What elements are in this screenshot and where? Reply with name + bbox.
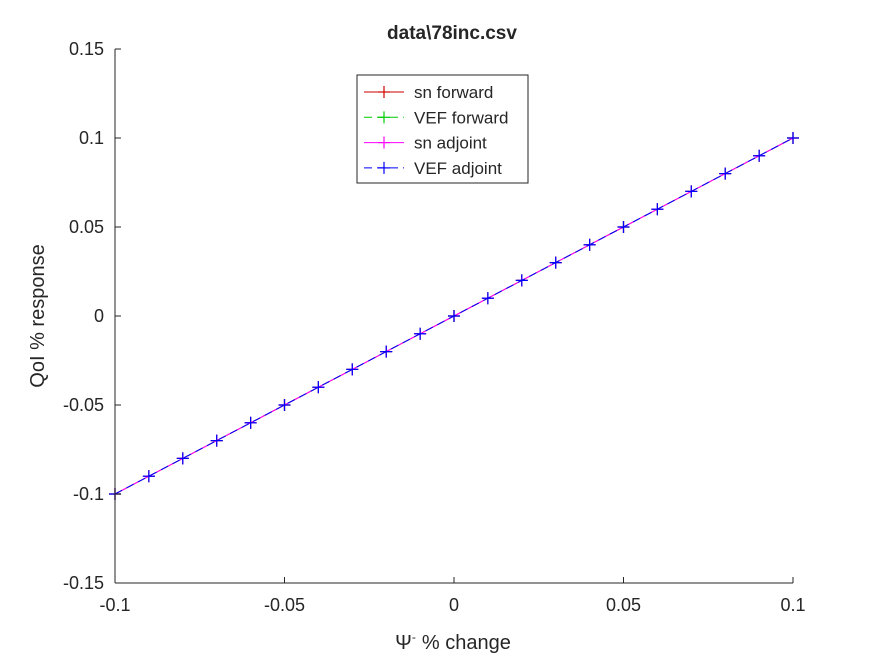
y-ticks: -0.15 -0.1 -0.05 0 0.05 0.1 0.15 xyxy=(63,39,121,593)
data-point-vef-adjoint xyxy=(176,452,189,465)
legend-swatch-marker xyxy=(378,111,390,124)
x-axis-label-text: % change xyxy=(422,632,511,654)
legend-swatch-marker xyxy=(378,161,390,174)
legend-label: VEF adjoint xyxy=(414,159,502,178)
data-point-vef-adjoint xyxy=(515,274,528,287)
y-tick-label: 0.05 xyxy=(69,217,104,237)
data-point-vef-adjoint xyxy=(685,185,698,198)
data-point-vef-adjoint xyxy=(549,256,562,269)
data-point-vef-adjoint xyxy=(481,292,494,305)
data-point-vef-adjoint xyxy=(787,132,799,144)
data-point-vef-adjoint xyxy=(244,416,257,429)
legend-item-vef-forward: VEF forward xyxy=(364,108,508,127)
x-ticks: -0.1 -0.05 0 0.05 0.1 xyxy=(99,577,806,615)
legend-box xyxy=(356,74,529,184)
y-tick-label: -0.15 xyxy=(63,573,104,593)
legend-label: sn adjoint xyxy=(414,134,487,153)
y-tick-label: 0 xyxy=(94,306,104,326)
legend-item-vef-adjoint: VEF adjoint xyxy=(364,159,502,178)
data-point-vef-adjoint xyxy=(448,310,460,322)
x-tick-label: 0.1 xyxy=(780,595,805,615)
legend: sn forward VEF forward sn adjoint VEF adjoi… xyxy=(356,74,529,184)
legend-label: sn forward xyxy=(414,83,493,102)
y-tick-label: -0.05 xyxy=(63,395,104,415)
x-axis-label-superscript: - xyxy=(412,630,416,644)
legend-label: VEF forward xyxy=(414,108,508,127)
legend-swatch-marker xyxy=(378,136,390,149)
y-tick-label: -0.1 xyxy=(73,484,104,504)
data-point-vef-adjoint xyxy=(414,327,427,340)
x-tick-label: 0.05 xyxy=(606,595,641,615)
y-tick-label: 0.15 xyxy=(69,39,104,59)
data-point-vef-adjoint xyxy=(719,167,732,180)
data-point-vef-adjoint xyxy=(312,381,325,394)
data-point-vef-adjoint xyxy=(753,149,766,162)
data-point-vef-adjoint xyxy=(617,221,630,233)
y-axis-label: QoI % response xyxy=(27,244,49,387)
data-point-vef-adjoint xyxy=(346,363,359,376)
y-tick-label: 0.1 xyxy=(79,128,104,148)
chart-title: data\78inc.csv xyxy=(387,23,517,44)
x-axis-label-symbol: Ψ xyxy=(395,632,412,654)
x-tick-label: -0.05 xyxy=(264,595,305,615)
data-point-vef-adjoint xyxy=(142,470,155,483)
legend-swatch-marker xyxy=(378,86,390,98)
data-point-vef-adjoint xyxy=(651,203,664,216)
legend-item-sn-forward: sn forward xyxy=(364,83,493,102)
data-point-vef-adjoint xyxy=(210,434,223,447)
data-point-vef-adjoint xyxy=(583,238,596,251)
series-layer xyxy=(109,132,799,500)
data-point-vef-adjoint xyxy=(380,345,393,358)
x-axis-label: Ψ-% change xyxy=(395,630,511,654)
legend-item-sn-adjoint: sn adjoint xyxy=(364,134,487,153)
x-tick-label: -0.1 xyxy=(99,595,130,615)
x-tick-label: 0 xyxy=(449,595,459,615)
data-point-vef-adjoint xyxy=(278,399,291,411)
